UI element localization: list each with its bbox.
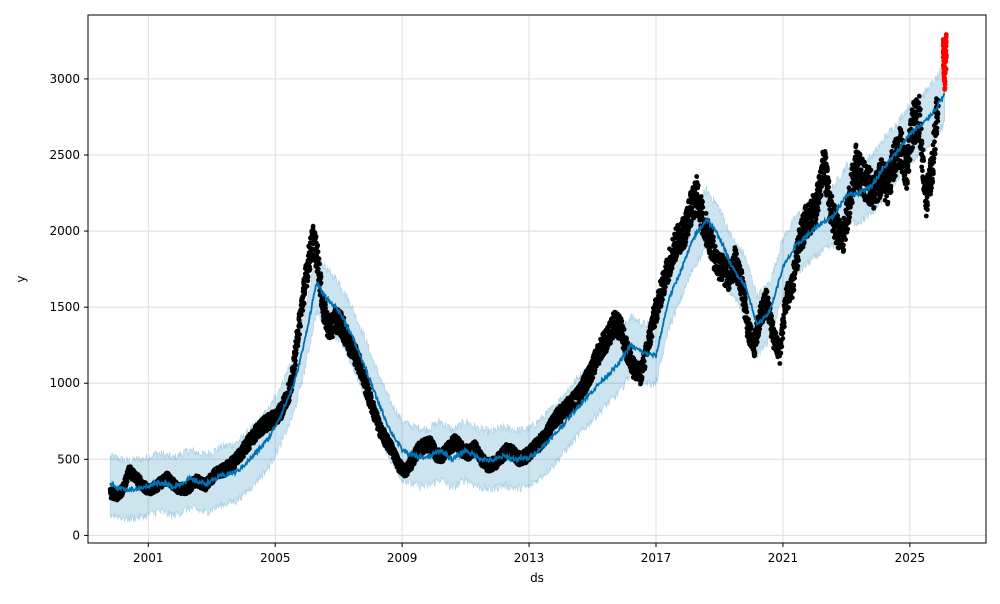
observed-point <box>305 284 310 289</box>
observed-point <box>302 301 307 306</box>
observed-point <box>306 275 311 280</box>
observed-point <box>660 297 665 302</box>
observed-point <box>650 334 655 339</box>
observed-point <box>319 274 324 279</box>
observed-point <box>369 395 374 400</box>
observed-point <box>314 234 319 239</box>
observed-point <box>711 235 716 240</box>
observed-point <box>300 308 305 313</box>
observed-point <box>780 336 785 341</box>
observed-point <box>786 305 791 310</box>
observed-point <box>819 193 824 198</box>
observed-point <box>769 314 774 319</box>
observed-point <box>790 295 795 300</box>
observed-point <box>619 319 624 324</box>
observed-point <box>299 312 304 317</box>
observed-point <box>330 335 335 340</box>
observed-point <box>643 364 648 369</box>
observed-point <box>597 361 602 366</box>
observed-point <box>792 288 797 293</box>
observed-point <box>699 194 704 199</box>
observed-point <box>666 278 671 283</box>
observed-point <box>792 276 797 281</box>
observed-point <box>755 340 760 345</box>
observed-point <box>663 285 668 290</box>
observed-point <box>713 244 718 249</box>
observed-point <box>316 249 321 254</box>
observed-point <box>778 351 783 356</box>
observed-point <box>766 296 771 301</box>
observed-point <box>298 324 303 329</box>
observed-point <box>622 327 627 332</box>
observed-point <box>791 283 796 288</box>
observed-point <box>367 386 372 391</box>
observed-point <box>608 341 613 346</box>
observed-point <box>656 309 661 314</box>
observed-point <box>817 200 822 205</box>
observed-point <box>311 224 316 229</box>
observed-point <box>662 289 667 294</box>
observed-point <box>752 350 757 355</box>
observed-point <box>770 320 775 325</box>
observed-point <box>297 332 302 337</box>
observed-point <box>816 208 821 213</box>
observed-point <box>315 243 320 248</box>
observed-point <box>765 289 770 294</box>
observed-point <box>704 211 709 216</box>
observed-point <box>781 331 786 336</box>
observed-point <box>744 310 749 315</box>
observed-point <box>740 270 745 275</box>
observed-point <box>694 174 699 179</box>
observed-point <box>746 317 751 322</box>
observed-point <box>743 298 748 303</box>
observed-point <box>642 359 647 364</box>
observed-point <box>782 324 787 329</box>
observed-point <box>317 256 322 261</box>
observed-point <box>640 375 645 380</box>
observed-point <box>696 183 701 188</box>
observed-point <box>590 375 595 380</box>
observed-point <box>317 262 322 267</box>
observed-point <box>294 351 299 356</box>
observed-point <box>796 258 801 263</box>
observed-point <box>734 251 739 256</box>
observed-point <box>296 336 301 341</box>
observed-point <box>308 267 313 272</box>
observed-point <box>738 264 743 269</box>
observed-point <box>795 264 800 269</box>
observed-point <box>777 361 782 366</box>
observed-point <box>749 324 754 329</box>
observed-point <box>628 350 633 355</box>
observed-point <box>700 200 705 205</box>
observed-point <box>757 327 762 332</box>
observed-point <box>727 286 732 291</box>
observed-point <box>655 316 660 321</box>
observed-point <box>774 330 779 335</box>
observed-point <box>652 324 657 329</box>
observed-point <box>700 205 705 210</box>
observed-point <box>293 358 298 363</box>
observed-point <box>624 336 629 341</box>
observed-point <box>779 344 784 349</box>
